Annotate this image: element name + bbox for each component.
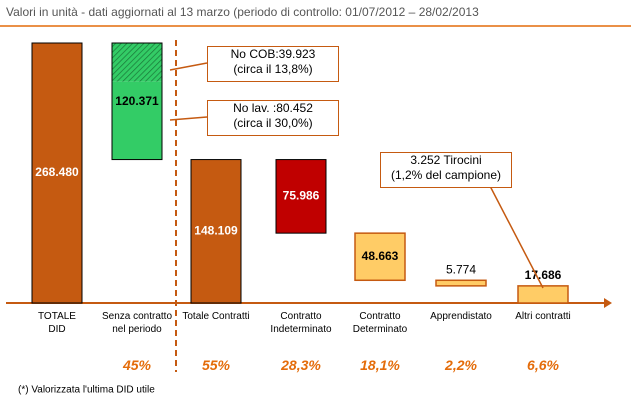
x-tick-label: Altri contratti xyxy=(515,311,571,322)
axis-arrow xyxy=(604,298,612,308)
x-tick-label: Contratto Determinato xyxy=(352,311,408,335)
value-label: 268.480 xyxy=(35,165,79,179)
annotation-box: No COB:39.923 (circa il 13,8%) xyxy=(207,46,339,82)
annotation-text: No lav. :80.452 xyxy=(233,101,313,115)
annotation-text: (1,2% del campione) xyxy=(390,168,502,182)
x-tick-label: Apprendistato xyxy=(430,311,492,322)
percent-label: 55% xyxy=(201,357,231,373)
value-label: 75.986 xyxy=(283,189,320,203)
bar xyxy=(190,159,242,304)
annotation-connector xyxy=(489,185,544,289)
value-label: 17.686 xyxy=(525,268,562,282)
bar-segment xyxy=(112,43,162,82)
value-label: 120.371 xyxy=(115,94,159,108)
value-label: 5.774 xyxy=(446,262,476,276)
bar xyxy=(31,42,83,304)
annotation-text: No COB:39.923 xyxy=(230,47,316,61)
percent-label: 45% xyxy=(122,357,152,373)
bar xyxy=(517,285,569,304)
percent-label: 6,6% xyxy=(527,357,559,373)
percent-label: 2,2% xyxy=(445,357,477,373)
bar xyxy=(354,232,406,282)
x-tick-label: Totale Contratti xyxy=(182,311,250,322)
value-label: 48.663 xyxy=(362,249,399,263)
annotation-box: No lav. :80.452 (circa il 30,0%) xyxy=(207,100,339,136)
annotation-text: (circa il 30,0%) xyxy=(233,116,313,130)
x-tick-label: Contratto Indeterminato xyxy=(270,311,332,335)
annotation-connector xyxy=(169,62,208,71)
footnote: (*) Valorizzata l'ultima DID utile xyxy=(18,385,155,396)
x-tick-label: Senza contratto nel periodo xyxy=(101,311,173,335)
annotation-text: (circa il 13,8%) xyxy=(233,62,313,76)
annotation-connector xyxy=(169,116,208,121)
value-label: 148.109 xyxy=(194,223,238,237)
x-tick-label: TOTALE DID xyxy=(38,311,76,335)
bar xyxy=(275,159,327,234)
annotation-text: 3.252 Tirocini xyxy=(410,153,482,167)
bar xyxy=(111,42,163,161)
bar-segment xyxy=(112,81,162,160)
bar xyxy=(435,279,487,287)
annotation-box: 3.252 Tirocini (1,2% del campione) xyxy=(380,152,512,188)
percent-label: 28,3% xyxy=(281,357,321,373)
percent-label: 18,1% xyxy=(360,357,400,373)
chart-title: Valori in unità - dati aggiornati al 13 … xyxy=(6,5,479,19)
